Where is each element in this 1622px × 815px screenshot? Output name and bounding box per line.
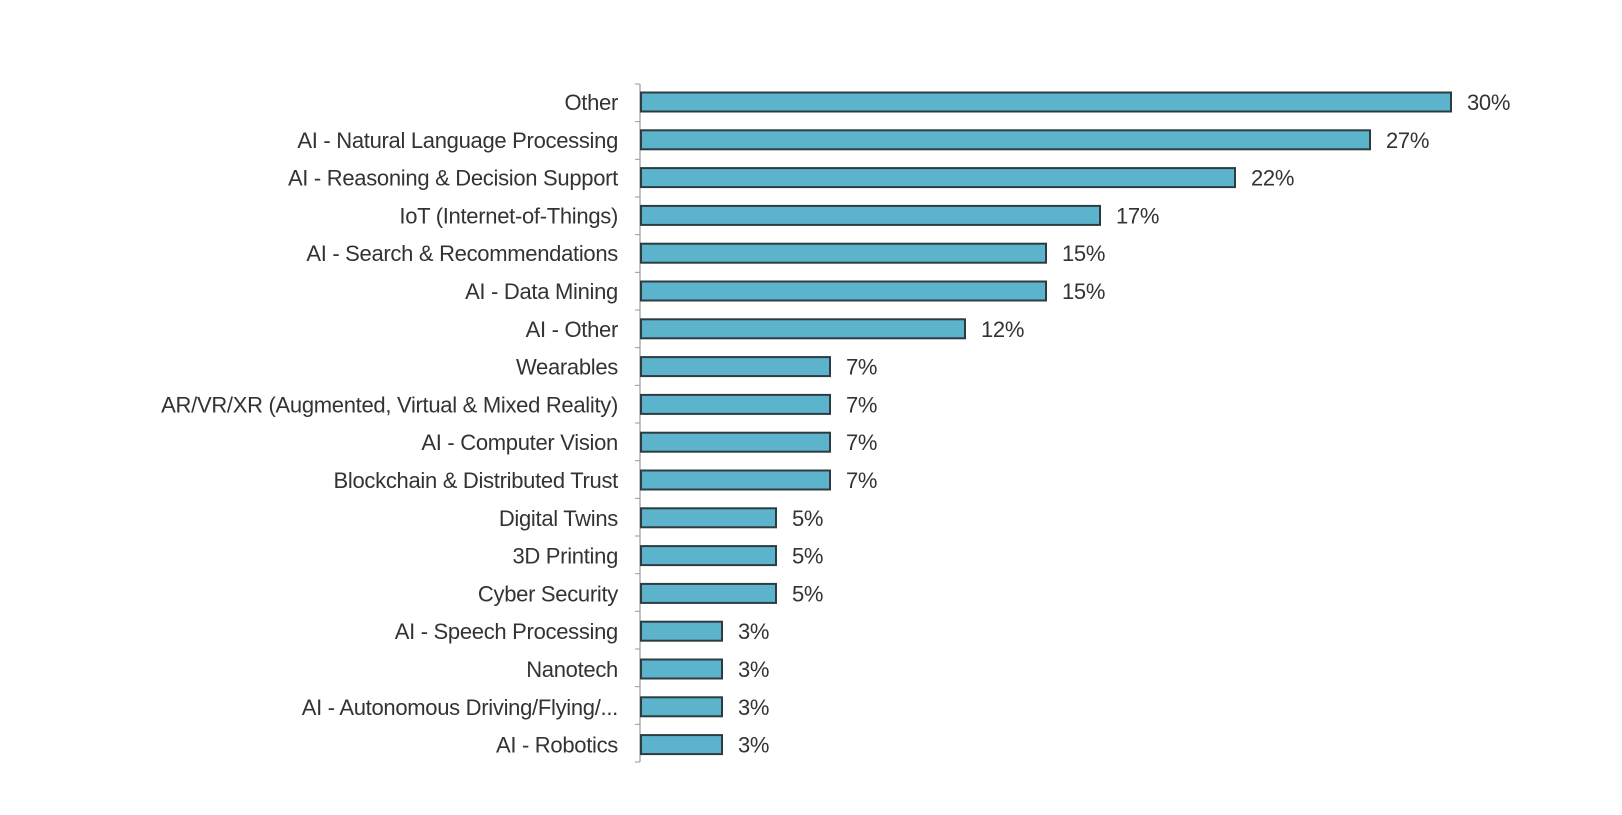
bar [640,280,1047,302]
bar [640,469,831,491]
value-label: 3% [738,695,769,720]
bar [640,129,1371,151]
bar [640,318,966,340]
value-label: 7% [846,392,877,417]
value-label: 3% [738,657,769,682]
category-label: AI - Computer Vision [421,430,618,455]
value-label: 22% [1251,166,1294,191]
category-label: Digital Twins [499,506,618,531]
value-label: 12% [981,317,1024,342]
value-label: 17% [1116,203,1159,228]
category-label: Nanotech [526,657,618,682]
y-axis [635,83,641,763]
value-labels: 30% 27% 22% 17% 15% 15% 12% 7% 7% 7% 7% 5% 5% 5% 3% 3% 3… [738,90,1510,758]
category-label: AI - Robotics [496,733,618,758]
bar [640,91,1452,113]
bar [640,545,777,567]
category-label: AI - Other [526,317,618,342]
value-label: 7% [846,430,877,455]
value-label: 7% [846,468,877,493]
category-label: Cyber Security [478,581,618,606]
value-label: 15% [1062,279,1105,304]
category-label: AI - Speech Processing [395,619,618,644]
value-label: 5% [792,544,823,569]
category-label: AI - Reasoning & Decision Support [288,166,618,191]
bar [640,356,831,378]
bars [640,91,1452,756]
category-label: AI - Natural Language Processing [297,128,618,153]
category-label: Wearables [516,355,618,380]
category-label: 3D Printing [512,544,618,569]
bar [640,431,831,453]
bar [640,204,1101,226]
category-label: AI - Search & Recommendations [306,241,618,266]
bar [640,734,723,756]
category-label: Other [564,90,618,115]
category-label: IoT (Internet-of-Things) [399,203,618,228]
value-label: 30% [1467,90,1510,115]
category-label: AR/VR/XR (Augmented, Virtual & Mixed Rea… [161,392,618,417]
category-label: AI - Autonomous Driving/Flying/... [302,695,618,720]
category-label: AI - Data Mining [465,279,618,304]
category-labels: Other AI - Natural Language Processing AI … [161,90,618,758]
value-label: 27% [1386,128,1429,153]
bar [640,393,831,415]
bar [640,242,1047,264]
value-label: 7% [846,355,877,380]
bar [640,507,777,529]
bar [640,582,777,604]
bar [640,696,723,718]
value-label: 5% [792,506,823,531]
value-label: 3% [738,733,769,758]
value-label: 3% [738,619,769,644]
bar [640,620,723,642]
value-label: 5% [792,581,823,606]
bar [640,167,1236,189]
category-label: Blockchain & Distributed Trust [334,468,619,493]
bar [640,658,723,680]
value-label: 15% [1062,241,1105,266]
